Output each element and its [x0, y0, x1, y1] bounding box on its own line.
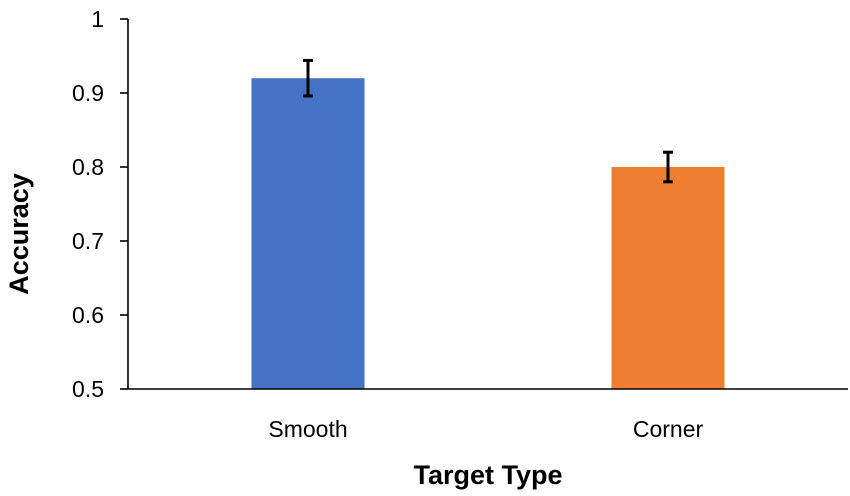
axes-layer — [127, 19, 848, 390]
y-tick-label: 0.7 — [72, 228, 104, 254]
y-axis-title: Accuracy — [4, 173, 34, 295]
bars-layer — [251, 78, 725, 389]
y-tick-label: 0.6 — [72, 302, 104, 328]
x-axis-title: Target Type — [413, 460, 562, 490]
error-bar-smooth — [303, 58, 313, 98]
y-tick-label: 0.9 — [72, 80, 104, 106]
y-tick-label: 0.8 — [72, 154, 104, 180]
error-bar-corner — [663, 150, 673, 184]
y-tick-label: 0.5 — [72, 376, 104, 402]
bar-corner — [611, 167, 725, 389]
x-tick-label-smooth: Smooth — [268, 416, 347, 442]
y-tick-label: 1 — [91, 6, 104, 32]
x-tick-label-corner: Corner — [633, 416, 704, 442]
error-bars-layer — [303, 58, 673, 184]
y-ticks-layer: 0.5 0.6 0.7 0.8 0.9 1 — [72, 6, 128, 402]
bar-smooth — [251, 78, 365, 389]
x-tick-labels-layer: Smooth Corner — [268, 416, 703, 442]
